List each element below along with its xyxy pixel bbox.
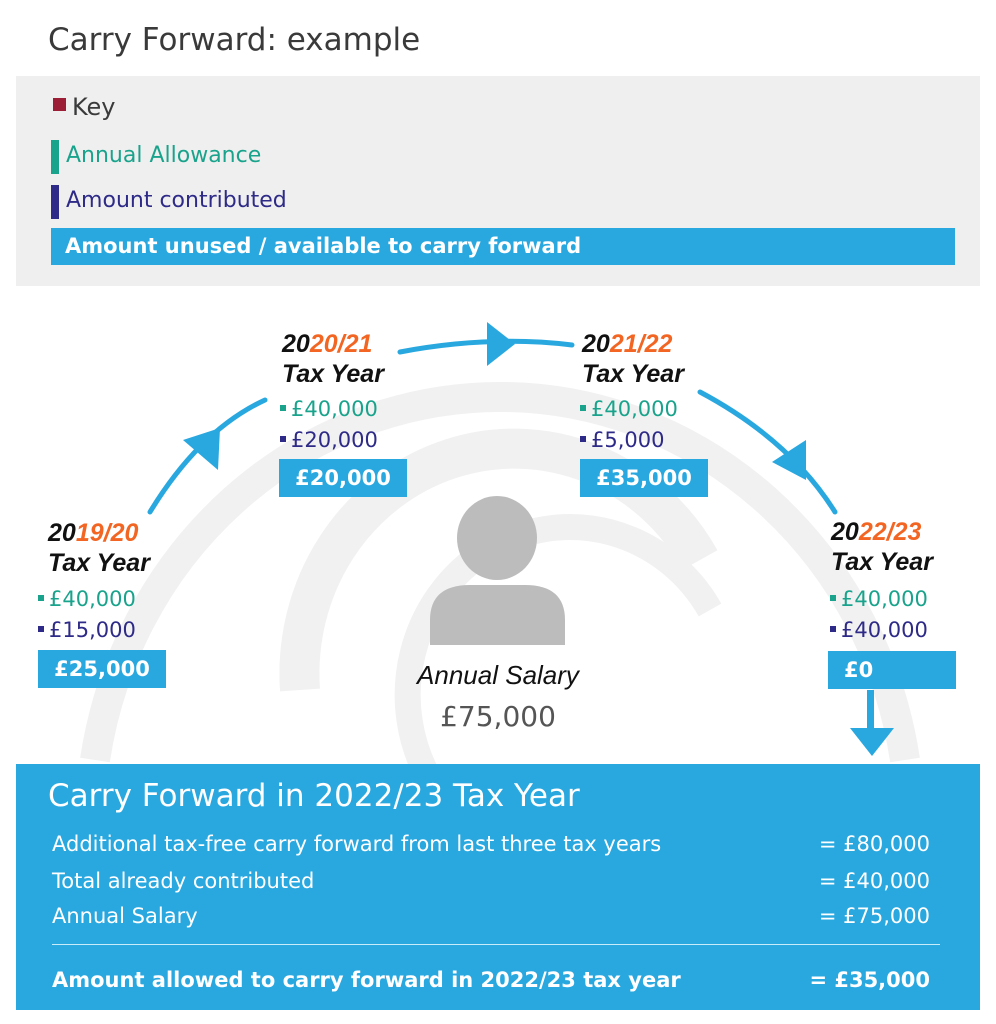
year-2022-23-allowance: £40,000 (830, 587, 928, 611)
contributed-marker-icon (280, 436, 286, 442)
year-suffix: 19/20 (75, 519, 139, 547)
year-2019-20-unused: £25,000 (38, 650, 166, 688)
allowance-marker-icon (580, 405, 586, 411)
year-prefix: 20 (582, 330, 610, 358)
year-2021-22-unused: £35,000 (580, 459, 708, 497)
key-allowance-label: Annual Allowance (66, 143, 262, 168)
year-2019-20-allowance: £40,000 (38, 587, 136, 611)
year-suffix: 22/23 (858, 518, 922, 546)
summary-panel (16, 764, 980, 1010)
contributed-value: £20,000 (291, 428, 378, 452)
year-2022-23-unused: £0 (828, 651, 956, 689)
year-label: Tax Year (48, 549, 150, 577)
summary-total-amount: = £35,000 (809, 968, 930, 992)
salary-value: £75,000 (440, 700, 556, 733)
year-label: Tax Year (582, 360, 684, 388)
arrow-icon (850, 728, 894, 756)
summary-divider (52, 944, 940, 945)
allowance-value: £40,000 (841, 587, 928, 611)
contributed-value: £15,000 (49, 618, 136, 642)
salary-label: Annual Salary (417, 660, 579, 690)
year-2021-22-contributed: £5,000 (580, 428, 664, 452)
year-2020-21-unused: £20,000 (279, 459, 407, 497)
year-2019-20-heading: 2019/20 Tax Year (48, 518, 150, 578)
summary-total-label: Amount allowed to carry forward in 2022/… (52, 968, 681, 992)
year-2021-22-heading: 2021/22 Tax Year (582, 329, 684, 389)
allowance-value: £40,000 (291, 397, 378, 421)
allowance-swatch (51, 140, 59, 174)
year-2020-21-heading: 2020/21 Tax Year (282, 329, 384, 389)
person-icon (430, 496, 565, 645)
key-unused-label: Amount unused / available to carry forwa… (51, 228, 955, 265)
summary-row-amount: = £80,000 (818, 832, 930, 856)
arrow-icon (487, 322, 515, 366)
summary-row-label: Total already contributed (52, 869, 315, 893)
summary-row-label: Annual Salary (52, 904, 198, 928)
year-suffix: 20/21 (309, 330, 373, 358)
summary-row-amount: = £75,000 (818, 904, 930, 928)
key-contributed-label: Amount contributed (66, 188, 287, 213)
connector (867, 690, 874, 740)
year-prefix: 20 (282, 330, 310, 358)
year-prefix: 20 (831, 518, 859, 546)
allowance-marker-icon (830, 595, 836, 601)
contributed-marker-icon (830, 626, 836, 632)
year-label: Tax Year (282, 360, 384, 388)
page-title: Carry Forward: example (48, 22, 421, 58)
allowance-value: £40,000 (49, 587, 136, 611)
key-marker-icon (53, 98, 66, 111)
year-2022-23-heading: 2022/23 Tax Year (831, 517, 933, 577)
contributed-value: £40,000 (841, 618, 928, 642)
contributed-swatch (51, 185, 59, 219)
year-2019-20-contributed: £15,000 (38, 618, 136, 642)
arrow-icon (772, 440, 806, 480)
allowance-marker-icon (38, 595, 44, 601)
contributed-value: £5,000 (591, 428, 665, 452)
key-title: Key (72, 93, 116, 121)
contributed-marker-icon (580, 436, 586, 442)
contributed-marker-icon (38, 626, 44, 632)
summary-row-label: Additional tax-free carry forward from l… (52, 832, 662, 856)
year-2020-21-contributed: £20,000 (280, 428, 378, 452)
year-2022-23-contributed: £40,000 (830, 618, 928, 642)
allowance-marker-icon (280, 405, 286, 411)
summary-title: Carry Forward in 2022/23 Tax Year (48, 778, 580, 814)
year-2020-21-allowance: £40,000 (280, 397, 378, 421)
summary-row-amount: = £40,000 (818, 869, 930, 893)
year-suffix: 21/22 (609, 330, 673, 358)
year-prefix: 20 (48, 519, 76, 547)
allowance-value: £40,000 (591, 397, 678, 421)
year-2021-22-allowance: £40,000 (580, 397, 678, 421)
year-label: Tax Year (831, 548, 933, 576)
arrow-icon (183, 428, 220, 470)
